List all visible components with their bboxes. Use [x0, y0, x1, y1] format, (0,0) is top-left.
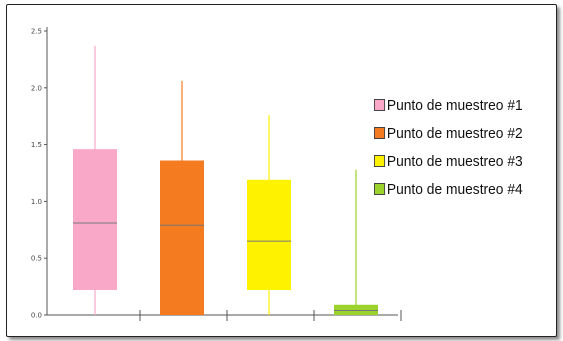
y-tick-label: 1.0	[31, 198, 42, 206]
legend-swatch	[374, 183, 386, 195]
box-plot: 0.0 0.5 1.0 1.5 2.0 2.5	[31, 27, 402, 321]
y-tick-label: 2.0	[31, 84, 42, 92]
chart-frame: 0.0 0.5 1.0 1.5 2.0 2.5 Punto de muestreo #1 P…	[6, 4, 557, 337]
y-tick-label: 2.5	[31, 28, 42, 36]
legend-item: Punto de muestreo #1	[374, 91, 523, 119]
y-tick-label: 1.5	[31, 141, 42, 149]
legend-label: Punto de muestreo #1	[386, 96, 523, 114]
legend-swatch	[374, 99, 386, 111]
y-tick-label: 0.5	[31, 255, 42, 263]
legend-item: Punto de muestreo #3	[374, 147, 523, 175]
box	[247, 179, 291, 291]
legend-label: Punto de muestreo #3	[386, 152, 523, 170]
legend-swatch	[374, 155, 386, 167]
legend-swatch	[374, 127, 386, 139]
legend-label: Punto de muestreo #2	[386, 124, 523, 142]
box	[73, 149, 117, 291]
box	[334, 304, 378, 315]
box	[160, 160, 204, 315]
legend-label: Punto de muestreo #4	[386, 180, 523, 198]
y-tick-label: 0.0	[31, 312, 42, 320]
legend-item: Punto de muestreo #4	[374, 175, 523, 203]
legend: Punto de muestreo #1 Punto de muestreo #2…	[374, 91, 523, 203]
legend-item: Punto de muestreo #2	[374, 119, 523, 147]
